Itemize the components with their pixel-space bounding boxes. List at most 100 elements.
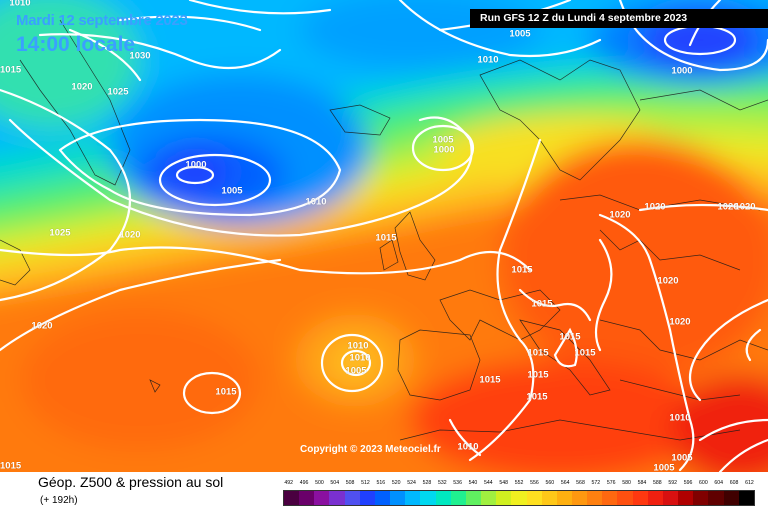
geopotential-map [0,0,768,472]
isobar-label: 1015 [559,331,581,343]
scale-color-swatch [587,491,603,505]
geopotential-field [0,0,768,472]
isobar-label: 1015 [215,386,237,398]
color-scale-labels: 492 496 500 504 508 512 516 520 524 528 532 536 540 5… [281,480,757,488]
scale-tick-label: 528 [422,480,432,486]
isobar-label: 1015 [0,64,22,76]
scale-color-swatch [541,491,557,505]
scale-tick-label: 508 [345,480,355,486]
scale-color-swatch [390,491,406,505]
forecast-date: Mardi 12 septembre 2023 [16,12,188,29]
isobar-label: 1020 [119,229,141,241]
isobar-label: 1010 [669,412,691,424]
scale-tick-label: 496 [299,480,309,486]
legend-footer: Géop. Z500 & pression au sol (+ 192h) 49… [0,472,768,512]
scale-tick-label: 520 [391,480,401,486]
isobar-label: 1000 [185,159,207,171]
scale-tick-label: 512 [361,480,370,486]
isobar-label: 1015 [527,369,549,381]
isobar-label: 1025 [107,86,129,98]
isobar-label: 1020 [31,320,53,332]
scale-color-swatch [420,491,436,505]
isobar-label: 1005 [509,28,531,40]
scale-color-swatch [496,491,512,505]
coastlines [0,19,768,441]
isobar-label: 1015 [527,347,549,359]
isobar-label: 1010 [305,196,327,208]
isobar-label: 1020 [657,275,679,287]
isobar-label: 1030 [129,50,151,62]
scale-color-swatch [571,491,588,505]
isobar-label: 1000 [671,65,693,77]
scale-tick-label: 552 [514,480,524,486]
forecast-time: 14:00 locale [16,33,136,56]
isobar-label: 1005 [221,185,243,197]
scale-tick-label: 532 [437,480,447,486]
copyright: Copyright © 2023 Meteociel.fr [300,444,441,455]
scale-tick-label: 524 [407,480,416,486]
isobar-label: 1005 [653,462,675,473]
isobar-label: 1000 [433,144,455,156]
scale-color-swatch [284,491,300,505]
scale-tick-label: 556 [530,480,539,486]
scale-color-swatch [723,491,739,505]
scale-color-swatch [632,491,648,505]
weather-map: 1010 1015 1020 1025 1030 1000 1005 1010 1025 1020… [0,0,768,472]
scale-tick-label: 500 [315,480,324,486]
isobar-label: 1015 [375,232,397,244]
isobar-label: 1015 [0,460,22,472]
scale-color-swatch [314,491,330,505]
scale-color-swatch [738,491,754,505]
scale-color-swatch [693,491,709,505]
scale-tick-label: 568 [576,480,585,486]
scale-color-swatch [329,491,345,505]
scale-tick-label: 516 [376,480,386,486]
scale-tick-label: 536 [453,480,462,486]
isobar-label: 1015 [526,391,548,403]
scale-tick-label: 600 [699,480,708,486]
legend-title: Géop. Z500 & pression au sol [38,474,224,490]
isobar-label: 1005 [671,452,693,464]
scale-tick-label: 504 [330,480,340,486]
scale-color-swatch [299,491,315,505]
scale-tick-label: 544 [484,480,493,486]
isobar-label: 1020 [644,201,666,213]
isobar-label: 1010 [347,340,369,352]
scale-tick-label: 572 [591,480,601,486]
scale-tick-label: 492 [284,480,293,486]
scale-color-swatch [359,491,375,505]
scale-color-swatch [602,491,618,505]
scale-color-swatch [556,491,572,505]
isobar-label: 1010 [349,352,371,364]
scale-tick-label: 608 [729,480,739,486]
isobar-label: 1015 [574,347,596,359]
run-info: Run GFS 12 Z du Lundi 4 septembre 2023 [470,9,768,28]
scale-tick-label: 592 [668,480,677,486]
isobar-label: 1015 [531,298,553,310]
scale-tick-label: 564 [560,480,570,486]
scale-color-swatch [481,491,497,505]
scale-tick-label: 596 [683,480,693,486]
isobar-label: 1025 [49,227,71,239]
scale-color-swatch [344,491,360,505]
scale-tick-label: 580 [622,480,631,486]
scale-color-swatch [526,491,542,505]
isobar-label: 1020 [717,201,739,213]
scale-tick-label: 576 [606,480,616,486]
isobar-label: 1015 [479,374,501,386]
scale-tick-label: 584 [637,480,647,486]
scale-color-swatch [678,491,694,505]
legend-subtitle: (+ 192h) [40,495,78,506]
scale-color-swatch [435,491,451,505]
isobar-label: 1015 [511,264,533,276]
scale-color-swatch [647,491,663,505]
isobar-label: 1020 [71,81,93,93]
isobar-label: 1010 [477,54,499,66]
scale-color-swatch [465,491,482,505]
scale-tick-label: 588 [652,480,662,486]
scale-tick-label: 540 [468,480,478,486]
isobar-label: 1020 [734,201,756,213]
scale-tick-label: 612 [745,480,754,486]
scale-color-swatch [450,491,466,505]
isobar-label: 1005 [432,134,454,146]
